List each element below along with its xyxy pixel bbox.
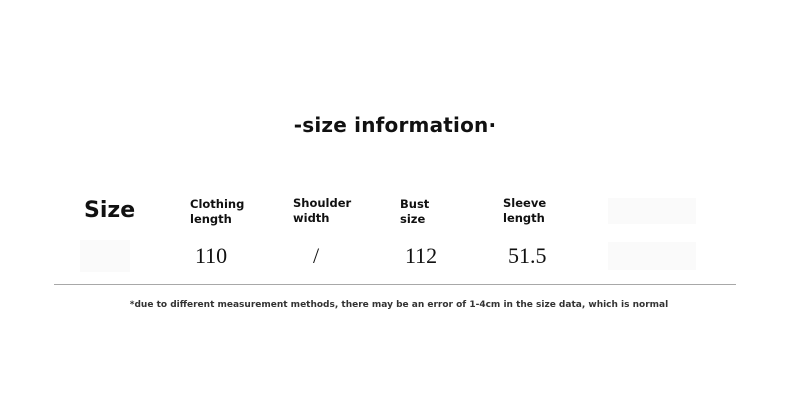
divider xyxy=(54,284,736,285)
header-line: length xyxy=(190,212,232,226)
header-line: width xyxy=(293,211,330,225)
value-clothing-length: 110 xyxy=(195,243,228,268)
value-bust-size: 112 xyxy=(405,243,438,268)
column-header-clothing-length: Clothing length xyxy=(190,197,244,227)
header-line: Shoulder xyxy=(293,196,352,210)
header-line: Bust xyxy=(400,197,430,211)
blank-cell xyxy=(80,240,130,272)
measurement-note: *due to different measurement methods, t… xyxy=(129,300,669,310)
column-header-bust-size: Bust size xyxy=(400,197,429,227)
header-line: size xyxy=(400,212,426,226)
size-row-label: Size xyxy=(84,198,136,223)
column-header-sleeve-length: Sleeve length xyxy=(503,196,546,226)
value-sleeve-length: 51.5 xyxy=(508,243,547,268)
blank-header-cell xyxy=(608,198,696,224)
blank-value-cell xyxy=(608,242,696,270)
header-line: Sleeve xyxy=(503,196,547,210)
header-line: Clothing xyxy=(190,197,245,211)
value-shoulder-width: / xyxy=(313,243,320,268)
column-header-shoulder-width: Shoulder width xyxy=(293,196,351,226)
page-title: -size information· xyxy=(293,113,497,137)
header-line: length xyxy=(503,211,545,225)
